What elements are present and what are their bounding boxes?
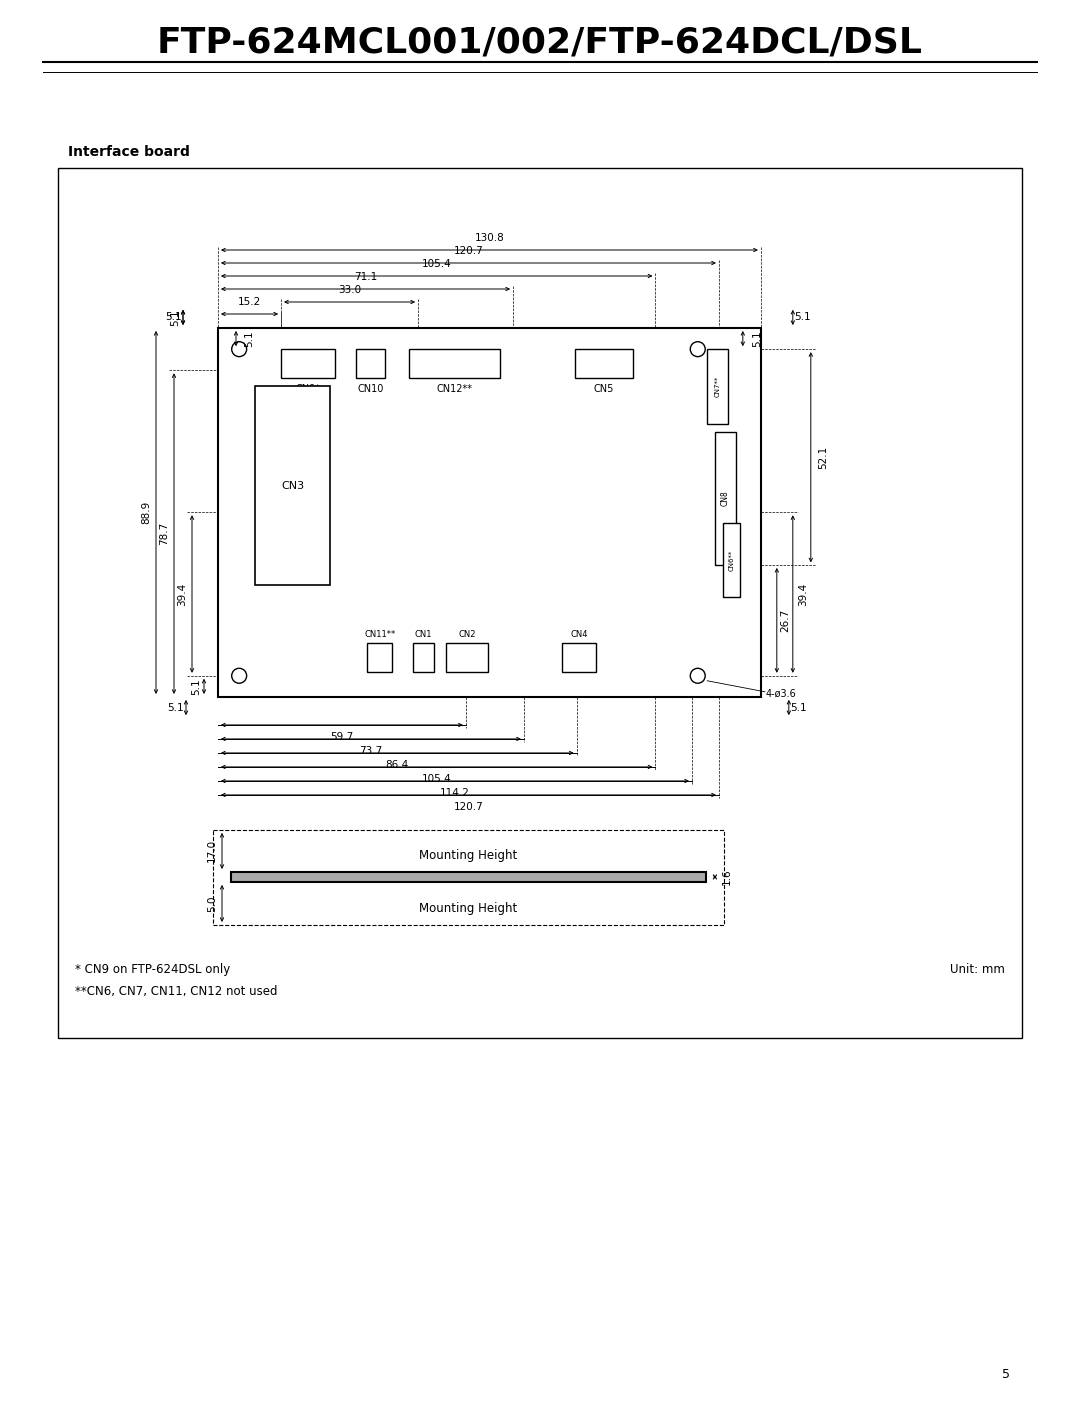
Text: 59.7: 59.7 xyxy=(330,731,353,743)
Bar xyxy=(715,432,735,565)
Text: 26.7: 26.7 xyxy=(780,609,789,632)
Text: 5.1: 5.1 xyxy=(167,702,185,713)
Text: CN2: CN2 xyxy=(458,630,476,639)
Text: CN4: CN4 xyxy=(570,630,588,639)
Text: CN10: CN10 xyxy=(357,384,383,394)
Text: CN12**: CN12** xyxy=(436,384,473,394)
Bar xyxy=(231,871,706,883)
Text: 5.1: 5.1 xyxy=(165,312,183,322)
Bar xyxy=(563,643,596,672)
Text: CN6**: CN6** xyxy=(729,549,734,570)
Text: 120.7: 120.7 xyxy=(454,247,484,256)
Text: 15.2: 15.2 xyxy=(238,297,261,307)
Text: 5.1: 5.1 xyxy=(170,310,180,325)
Text: 105.4: 105.4 xyxy=(422,259,451,269)
Text: 114.2: 114.2 xyxy=(440,787,470,799)
Text: 86.4: 86.4 xyxy=(386,759,409,771)
Text: Mounting Height: Mounting Height xyxy=(419,902,517,915)
Text: 1.6: 1.6 xyxy=(721,869,732,885)
Text: Unit: mm: Unit: mm xyxy=(950,964,1005,976)
Text: 5: 5 xyxy=(1002,1369,1010,1381)
Bar xyxy=(724,523,740,597)
Text: CN11**: CN11** xyxy=(364,630,395,639)
Bar xyxy=(409,349,500,378)
Text: 39.4: 39.4 xyxy=(798,583,808,605)
Text: 5.1: 5.1 xyxy=(191,678,201,695)
Text: CN3: CN3 xyxy=(281,481,305,490)
Text: 71.1: 71.1 xyxy=(354,272,377,282)
Text: 39.4: 39.4 xyxy=(177,583,187,605)
Text: 5.1: 5.1 xyxy=(791,702,807,713)
Bar xyxy=(707,349,728,425)
Text: 5.0: 5.0 xyxy=(207,895,217,912)
Bar xyxy=(367,643,392,672)
Text: Mounting Height: Mounting Height xyxy=(419,849,517,862)
Text: 33.0: 33.0 xyxy=(338,284,361,296)
Bar xyxy=(355,349,384,378)
Bar xyxy=(218,328,760,696)
Text: 5.1: 5.1 xyxy=(795,312,811,322)
Text: * CN9 on FTP-624DSL only: * CN9 on FTP-624DSL only xyxy=(75,964,230,976)
Text: 88.9: 88.9 xyxy=(141,500,151,524)
Bar xyxy=(213,829,724,925)
Bar xyxy=(255,387,330,586)
Text: CN5: CN5 xyxy=(594,384,615,394)
Text: 78.7: 78.7 xyxy=(159,523,168,545)
Text: CN8: CN8 xyxy=(721,490,730,506)
Text: CN7**: CN7** xyxy=(714,375,720,396)
Bar xyxy=(281,349,335,378)
Text: CN9*: CN9* xyxy=(296,384,321,394)
Text: CN1: CN1 xyxy=(415,630,432,639)
Text: FTP-624MCL001/002/FTP-624DCL/DSL: FTP-624MCL001/002/FTP-624DCL/DSL xyxy=(157,25,923,59)
Bar xyxy=(58,168,1022,1038)
Text: **CN6, CN7, CN11, CN12 not used: **CN6, CN7, CN11, CN12 not used xyxy=(75,985,278,999)
Text: Interface board: Interface board xyxy=(68,144,190,158)
Text: 130.8: 130.8 xyxy=(474,233,504,242)
Text: 73.7: 73.7 xyxy=(360,745,382,757)
Text: 105.4: 105.4 xyxy=(422,773,451,785)
Bar xyxy=(446,643,488,672)
Text: 5.1: 5.1 xyxy=(244,331,254,347)
Bar xyxy=(575,349,633,378)
Text: 17.0: 17.0 xyxy=(207,839,217,863)
Text: 4-ø3.6: 4-ø3.6 xyxy=(766,689,797,699)
Text: 120.7: 120.7 xyxy=(454,801,484,813)
Text: 5.1: 5.1 xyxy=(752,331,761,347)
Text: 52.1: 52.1 xyxy=(818,446,828,469)
Bar xyxy=(413,643,434,672)
